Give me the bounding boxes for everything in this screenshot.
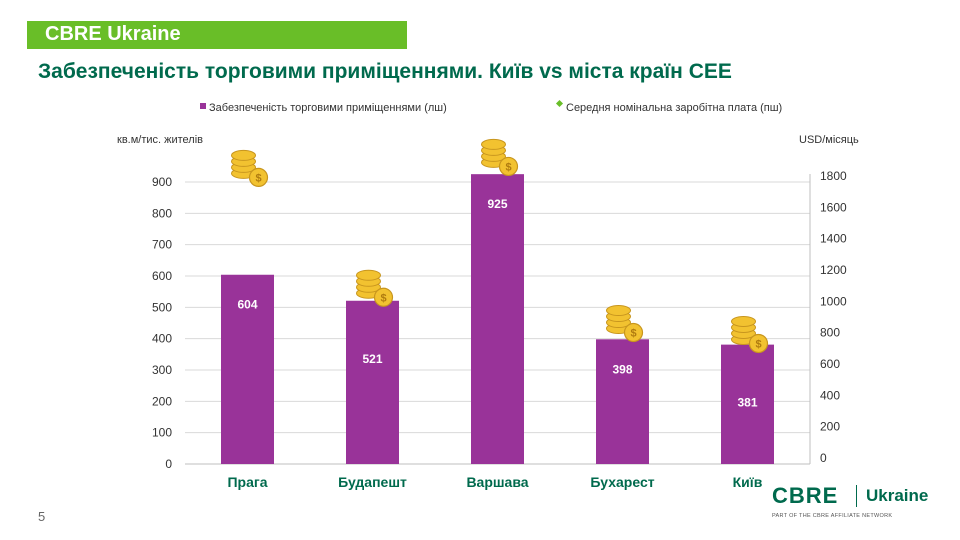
logo-divider: [856, 485, 857, 507]
y-right-tick-label: 1200: [820, 263, 847, 277]
y-right-tick-label: 800: [820, 326, 840, 340]
y-left-tick-label: 800: [152, 206, 172, 220]
coin-stack-marker: $: [481, 138, 519, 177]
svg-text:$: $: [630, 328, 636, 340]
coin-stack-marker: $: [731, 315, 769, 354]
y-left-tick-label: 900: [152, 175, 172, 189]
bar-4: [596, 339, 649, 464]
y-left-tick-label: 100: [152, 426, 172, 440]
legend-swatch-salary: [555, 99, 564, 108]
y-right-tick-label: 1400: [820, 232, 847, 246]
svg-text:$: $: [380, 292, 386, 304]
y-right-tick-label: 1800: [820, 169, 847, 183]
coin-stack-marker: $: [606, 305, 644, 343]
svg-text:$: $: [755, 338, 761, 350]
coin-stack-marker: $: [356, 269, 394, 307]
legend-label-salary: Середня номінальна заробітна плата (пш): [566, 102, 782, 114]
brand-title: CBRE Ukraine: [45, 23, 181, 45]
bar-3: [471, 174, 524, 464]
y-right-tick-label: 400: [820, 388, 840, 402]
x-category-label: Будапешт: [338, 474, 407, 490]
logo-cbre-text: CBRE: [772, 483, 839, 508]
bar-1: [221, 274, 274, 464]
y-right-tick-label: 1000: [820, 294, 847, 308]
page-title: Забезпеченість торговими приміщеннями. К…: [38, 60, 732, 83]
y-left-tick-label: 400: [152, 332, 172, 346]
bar-2: [346, 300, 399, 464]
svg-text:$: $: [505, 161, 511, 173]
bar-value-label: 381: [737, 396, 757, 410]
page-number: 5: [38, 509, 46, 524]
x-category-label: Варшава: [466, 474, 528, 490]
bar-value-label: 521: [362, 352, 382, 366]
x-category-label: Київ: [733, 474, 763, 490]
y-right-tick-label: 200: [820, 420, 840, 434]
bar-value-label: 604: [237, 298, 257, 312]
y-right-tick-label: 1600: [820, 200, 847, 214]
y-right-tick-label: 600: [820, 357, 840, 371]
y-left-tick-label: 600: [152, 269, 172, 283]
y-left-tick-label: 500: [152, 300, 172, 314]
y-right-axis-title: USD/місяць: [799, 134, 859, 146]
y-left-tick-label: 0: [165, 457, 172, 471]
legend-swatch-bars: [200, 103, 206, 109]
cbre-logo: CBRE Ukraine PART OF THE CBRE AFFILIATE …: [772, 483, 928, 523]
y-left-axis-title: кв.м/тис. жителів: [117, 134, 203, 146]
logo-region-text: Ukraine: [866, 486, 929, 505]
y-right-tick-label: 0: [820, 451, 827, 465]
logo-tagline: PART OF THE CBRE AFFILIATE NETWORK: [772, 513, 893, 519]
x-category-label: Прага: [227, 474, 267, 490]
svg-text:$: $: [255, 172, 261, 184]
legend-label-bars: Забезпеченість торговими приміщеннями (л…: [209, 102, 447, 114]
bar-5: [721, 344, 774, 464]
y-left-tick-label: 700: [152, 238, 172, 252]
brand-bar: CBRE Ukraine: [27, 21, 407, 49]
coin-stack-marker: $: [231, 149, 269, 187]
bar-value-label: 398: [612, 362, 632, 376]
y-left-tick-label: 200: [152, 394, 172, 408]
x-category-label: Бухарест: [590, 474, 654, 490]
y-left-tick-label: 300: [152, 363, 172, 377]
bar-value-label: 925: [487, 197, 507, 211]
